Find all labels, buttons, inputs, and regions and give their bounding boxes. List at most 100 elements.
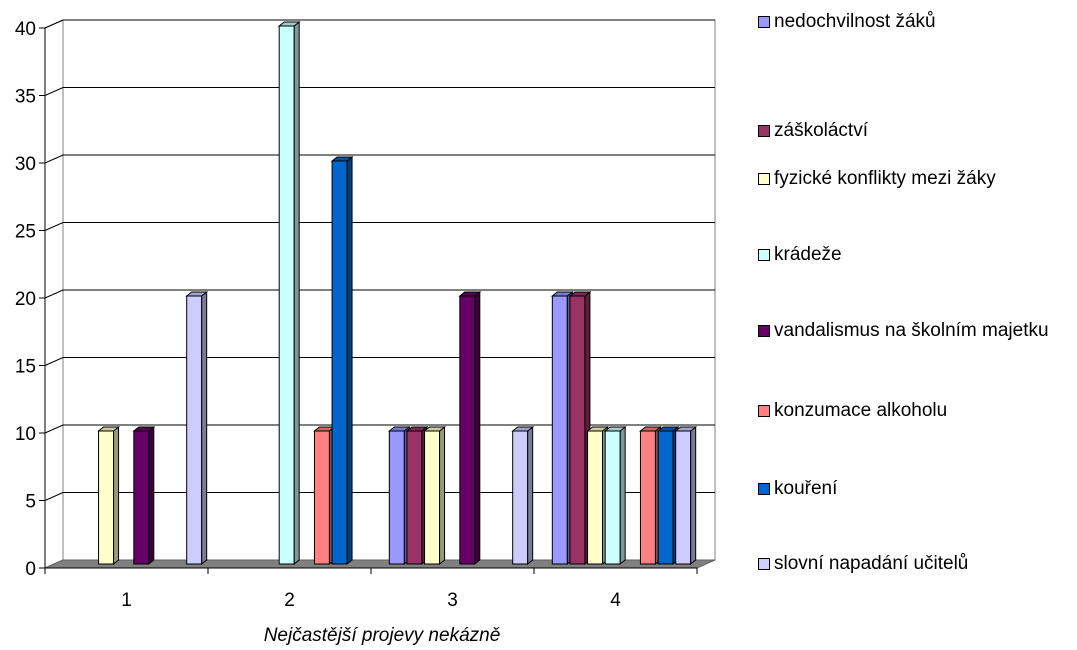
bar	[423, 425, 446, 566]
x-tick-label: 4	[610, 590, 621, 611]
bar-front	[133, 430, 150, 565]
y-tick-label: 20	[15, 289, 36, 310]
y-tick-label: 40	[15, 19, 36, 40]
bar-side	[690, 425, 697, 566]
bar-top	[277, 21, 301, 27]
bar-top	[132, 426, 156, 432]
bar-side	[439, 425, 446, 566]
y-tick-label: 35	[15, 87, 36, 108]
bar-top	[586, 426, 609, 432]
gridline	[44, 154, 715, 164]
bar-side	[201, 290, 208, 566]
bar-front	[569, 295, 586, 565]
gridline	[44, 222, 715, 231]
bar-top	[568, 291, 592, 297]
bar	[458, 290, 482, 566]
bar	[586, 425, 609, 566]
bar	[639, 425, 662, 566]
bar-top	[97, 426, 120, 432]
y-tick-label: 10	[15, 424, 36, 445]
bar-front	[675, 430, 692, 565]
bar	[511, 425, 535, 566]
legend-swatch	[758, 249, 770, 261]
legend-item: kouření	[758, 476, 1074, 502]
bar-front	[406, 430, 423, 565]
bar-side	[619, 425, 626, 566]
bar-front	[639, 430, 656, 565]
gridline	[44, 289, 715, 299]
bar-top	[656, 426, 680, 432]
gridline	[44, 19, 715, 29]
bar	[387, 425, 411, 566]
bar-chart: 0 5 10 15 20 25 30 35 40 1 2 3 4 Nejčastější projev…	[15, 19, 716, 646]
bar-front	[186, 295, 203, 565]
bar-side	[527, 425, 534, 566]
gridlines	[44, 19, 715, 501]
y-tick-label: 0	[25, 559, 36, 580]
bar-top	[387, 426, 411, 432]
bar-front	[551, 295, 568, 565]
gridline	[44, 357, 715, 366]
bar-front	[424, 430, 441, 565]
y-tick-label: 30	[15, 154, 36, 175]
legend-item: nedochvilnost žáků	[758, 9, 1074, 35]
y-tick-label: 25	[15, 222, 36, 243]
legend-item: krádeže	[758, 242, 1074, 268]
bar	[405, 425, 429, 566]
legend-item: konzumace alkoholu	[758, 398, 1074, 424]
legend-label: nedochvilnost žáků	[774, 11, 936, 32]
x-tick-labels: 1 2 3 4	[121, 590, 621, 611]
bar-side	[113, 425, 120, 566]
bar-front	[278, 25, 295, 565]
bar	[277, 20, 301, 566]
legend-swatch	[758, 483, 770, 495]
bar	[603, 425, 627, 566]
bar-front	[459, 295, 476, 565]
legend-label: záškoláctví	[774, 120, 868, 141]
bar	[132, 425, 156, 566]
bar-top	[330, 156, 354, 162]
legend-label: fyzické konflikty mezi žáky	[774, 168, 996, 189]
bar-side	[293, 20, 300, 566]
legend-swatch	[758, 325, 770, 337]
bar-top	[674, 426, 698, 432]
bars	[97, 20, 698, 566]
bar-front	[98, 430, 115, 565]
legend-label: kouření	[774, 478, 838, 499]
y-tick-label: 5	[25, 492, 36, 513]
bar-front	[331, 160, 348, 565]
bar-top	[603, 426, 627, 432]
bar-front	[657, 430, 674, 565]
bar-side	[346, 155, 353, 566]
legend-item: záškoláctví	[758, 118, 1074, 144]
legend: nedochvilnost žáků záškoláctví fyzické kon…	[758, 0, 1077, 600]
y-tick-labels: 0 5 10 15 20 25 30 35 40	[15, 19, 36, 580]
bar-top	[639, 426, 662, 432]
bar	[313, 425, 336, 566]
legend-swatch	[758, 405, 770, 417]
bar-front	[512, 430, 529, 565]
x-axis-label: Nejčastější projevy nekázně	[264, 625, 501, 646]
bar-front	[604, 430, 621, 565]
bar	[550, 290, 574, 566]
bar	[674, 425, 698, 566]
bar	[185, 290, 209, 566]
legend-item: vandalismus na školním majetku	[758, 318, 1074, 344]
legend-item: slovní napadání učitelů	[758, 551, 1074, 577]
legend-label: konzumace alkoholu	[774, 400, 948, 421]
bar-side	[474, 290, 481, 566]
legend-item: fyzické konflikty mezi žáky	[758, 166, 1074, 192]
legend-swatch	[758, 16, 770, 28]
axes	[39, 27, 698, 574]
gridline	[44, 424, 715, 434]
x-tick-label: 1	[121, 590, 132, 611]
legend-swatch	[758, 125, 770, 137]
legend-swatch	[758, 558, 770, 570]
bar-top	[185, 291, 209, 297]
bar-front	[313, 430, 330, 565]
legend-swatch	[758, 173, 770, 185]
legend-label: krádeže	[774, 244, 842, 265]
bar-top	[423, 426, 446, 432]
bar-top	[511, 426, 535, 432]
gridline	[44, 87, 715, 96]
